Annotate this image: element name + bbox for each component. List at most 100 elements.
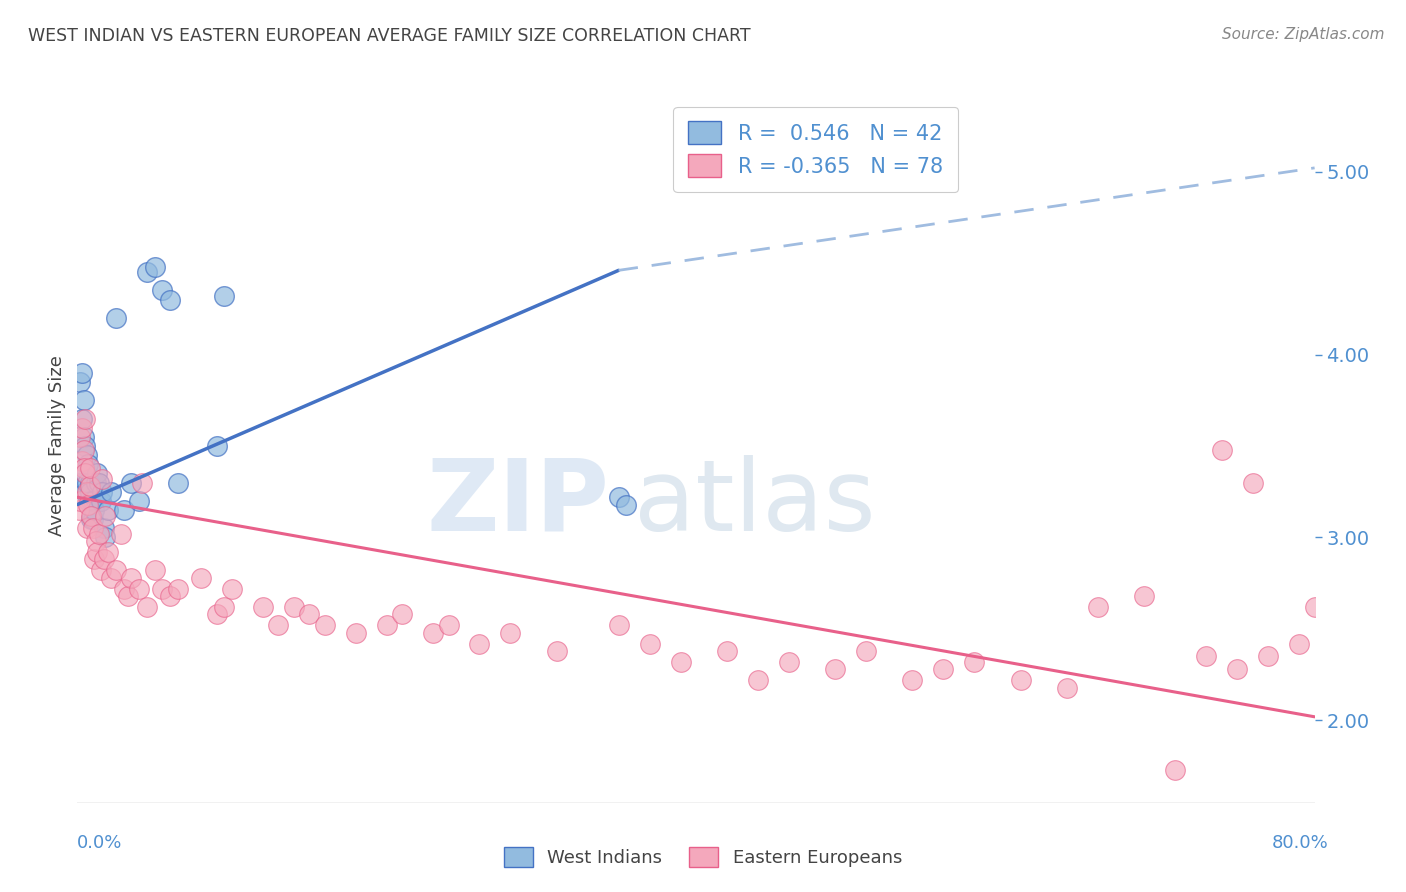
Point — [214, 289, 236, 303]
Point — [205, 607, 228, 622]
Point — [82, 512, 104, 526]
Point — [252, 600, 274, 615]
Point — [375, 618, 398, 632]
Point — [901, 673, 924, 688]
Point — [70, 453, 93, 467]
Point — [112, 503, 135, 517]
Point — [93, 521, 115, 535]
Point — [314, 618, 336, 632]
Point — [93, 552, 115, 566]
Point — [69, 430, 91, 444]
Point — [77, 498, 100, 512]
Point — [391, 607, 413, 622]
Point — [1133, 589, 1156, 603]
Point — [136, 600, 159, 615]
Point — [437, 618, 460, 632]
Point — [1257, 649, 1279, 664]
Point — [70, 411, 93, 425]
Point — [72, 430, 94, 444]
Text: 80.0%: 80.0% — [1272, 834, 1329, 852]
Point — [298, 607, 321, 622]
Point — [77, 494, 100, 508]
Point — [97, 503, 120, 517]
Point — [190, 571, 212, 585]
Text: Source: ZipAtlas.com: Source: ZipAtlas.com — [1222, 27, 1385, 42]
Point — [546, 644, 568, 658]
Point — [79, 479, 101, 493]
Point — [1226, 662, 1249, 676]
Point — [105, 310, 128, 325]
Point — [1195, 649, 1218, 664]
Point — [70, 366, 93, 380]
Point — [152, 582, 174, 596]
Point — [112, 582, 135, 596]
Point — [94, 508, 117, 523]
Point — [72, 442, 94, 457]
Point — [117, 589, 139, 603]
Point — [72, 461, 94, 475]
Point — [67, 475, 90, 490]
Point — [607, 618, 630, 632]
Point — [932, 662, 955, 676]
Point — [963, 655, 986, 669]
Point — [79, 484, 101, 499]
Point — [128, 582, 150, 596]
Point — [1303, 600, 1326, 615]
Point — [76, 448, 98, 462]
Point — [90, 494, 112, 508]
Point — [131, 475, 153, 490]
Point — [152, 284, 174, 298]
Point — [76, 521, 98, 535]
Legend: R =  0.546   N = 42, R = -0.365   N = 78: R = 0.546 N = 42, R = -0.365 N = 78 — [673, 107, 957, 192]
Point — [67, 503, 90, 517]
Point — [1164, 763, 1187, 777]
Point — [91, 484, 114, 499]
Point — [80, 494, 103, 508]
Text: atlas: atlas — [634, 455, 876, 551]
Point — [79, 475, 101, 490]
Point — [422, 625, 444, 640]
Point — [100, 571, 122, 585]
Point — [1211, 442, 1233, 457]
Point — [87, 526, 110, 541]
Point — [84, 534, 107, 549]
Text: WEST INDIAN VS EASTERN EUROPEAN AVERAGE FAMILY SIZE CORRELATION CHART: WEST INDIAN VS EASTERN EUROPEAN AVERAGE … — [28, 27, 751, 45]
Point — [344, 625, 367, 640]
Y-axis label: Average Family Size: Average Family Size — [48, 356, 66, 536]
Point — [159, 293, 181, 307]
Text: ZIP: ZIP — [426, 455, 609, 551]
Point — [94, 531, 117, 545]
Point — [468, 637, 491, 651]
Point — [82, 494, 104, 508]
Point — [824, 662, 846, 676]
Point — [79, 461, 101, 475]
Point — [76, 484, 98, 499]
Point — [75, 484, 96, 499]
Point — [669, 655, 692, 669]
Point — [121, 475, 143, 490]
Point — [167, 475, 190, 490]
Point — [80, 508, 103, 523]
Point — [159, 589, 181, 603]
Point — [638, 637, 661, 651]
Point — [110, 526, 132, 541]
Point — [83, 503, 105, 517]
Point — [97, 545, 120, 559]
Point — [105, 563, 128, 577]
Legend: West Indians, Eastern Europeans: West Indians, Eastern Europeans — [496, 839, 910, 874]
Point — [1288, 637, 1310, 651]
Point — [77, 458, 100, 472]
Point — [75, 411, 96, 425]
Point — [82, 521, 104, 535]
Point — [214, 600, 236, 615]
Point — [69, 375, 91, 389]
Point — [143, 260, 166, 274]
Point — [70, 420, 93, 434]
Point — [84, 475, 107, 490]
Point — [87, 475, 110, 490]
Point — [1241, 475, 1264, 490]
Point — [1087, 600, 1109, 615]
Point — [69, 494, 91, 508]
Point — [221, 582, 243, 596]
Point — [143, 563, 166, 577]
